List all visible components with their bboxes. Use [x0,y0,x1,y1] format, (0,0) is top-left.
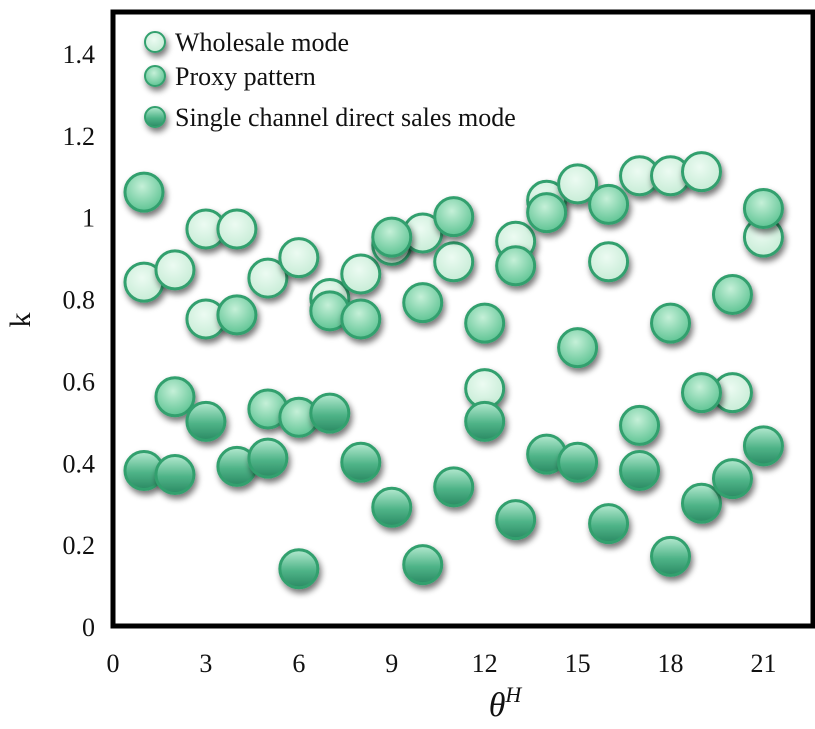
x-tick-label: 15 [565,649,591,678]
y-tick-label: 0.8 [63,286,96,315]
direct-sales-point [371,486,413,528]
wholesale-point [340,253,382,295]
direct-sales-point [619,449,661,491]
series-proxy [123,171,784,446]
direct-sales-point [495,499,537,541]
proxy-point [650,302,692,344]
direct-sales-point [650,535,692,577]
y-tick-label: 0.4 [63,449,96,478]
proxy-point [464,302,506,344]
proxy-point [711,273,753,315]
wholesale-point [433,241,475,283]
proxy-point [402,282,444,324]
direct-sales-point [464,400,506,442]
series-wholesale [123,151,784,414]
x-tick-label: 9 [385,649,398,678]
proxy-point [123,171,165,213]
legend-marker [144,106,166,128]
legend: Wholesale mode Proxy pattern Single channe… [144,28,516,132]
legend-item-wholesale: Wholesale mode [144,28,349,57]
wholesale-point [557,163,599,205]
proxy-point [433,196,475,238]
direct-sales-point [185,400,227,442]
y-tick-label: 0 [82,613,95,642]
series-direct-sales [123,392,784,590]
direct-sales-point [588,503,630,545]
wholesale-point [680,151,722,193]
proxy-point [216,294,258,336]
direct-sales-point [154,454,196,496]
x-tick-label: 6 [292,649,305,678]
y-axis-label: k [4,313,37,328]
proxy-point [154,376,196,418]
legend-item-proxy: Proxy pattern [144,62,316,91]
wholesale-point [588,241,630,283]
direct-sales-point [247,437,289,479]
x-tick-label: 21 [750,649,776,678]
y-axis-ticks: 0 0.2 0.4 0.6 0.8 1 1.2 1.4 [63,40,96,642]
y-tick-label: 1 [82,204,95,233]
proxy-point [495,245,537,287]
proxy-point [742,187,784,229]
direct-sales-point [309,392,351,434]
legend-item-direct-sales: Single channel direct sales mode [144,103,516,132]
legend-marker [144,31,166,53]
y-tick-label: 1.2 [63,122,96,151]
y-tick-label: 0.6 [63,367,96,396]
x-tick-label: 12 [472,649,498,678]
proxy-point [371,216,413,258]
legend-marker [144,65,166,87]
x-tick-label: 3 [199,649,212,678]
direct-sales-point [711,458,753,500]
proxy-point [526,192,568,234]
proxy-point [619,404,661,446]
y-tick-label: 0.2 [63,531,96,560]
proxy-point [588,183,630,225]
legend-label: Single channel direct sales mode [175,103,516,132]
wholesale-point [247,257,289,299]
wholesale-point [216,208,258,250]
x-tick-label: 18 [658,649,684,678]
x-tick-label: 0 [107,649,120,678]
y-tick-label: 1.4 [63,40,96,69]
direct-sales-point [402,544,444,586]
proxy-point [340,298,382,340]
direct-sales-point [742,425,784,467]
legend-label: Proxy pattern [175,62,316,91]
direct-sales-point [433,466,475,508]
x-axis-label-symbol: θ [489,687,506,724]
plot-points [123,151,784,590]
wholesale-point [278,237,320,279]
x-axis-ticks: 0 3 6 9 12 15 18 21 [107,649,777,678]
plot-frame [110,9,815,629]
x-axis-label: θH [489,682,523,724]
direct-sales-point [278,548,320,590]
proxy-point [680,372,722,414]
x-axis-label-superscript: H [504,682,522,707]
direct-sales-point [680,482,722,524]
wholesale-point [154,249,196,291]
direct-sales-point [557,441,599,483]
direct-sales-point [340,441,382,483]
proxy-point [557,327,599,369]
legend-label: Wholesale mode [175,28,349,57]
